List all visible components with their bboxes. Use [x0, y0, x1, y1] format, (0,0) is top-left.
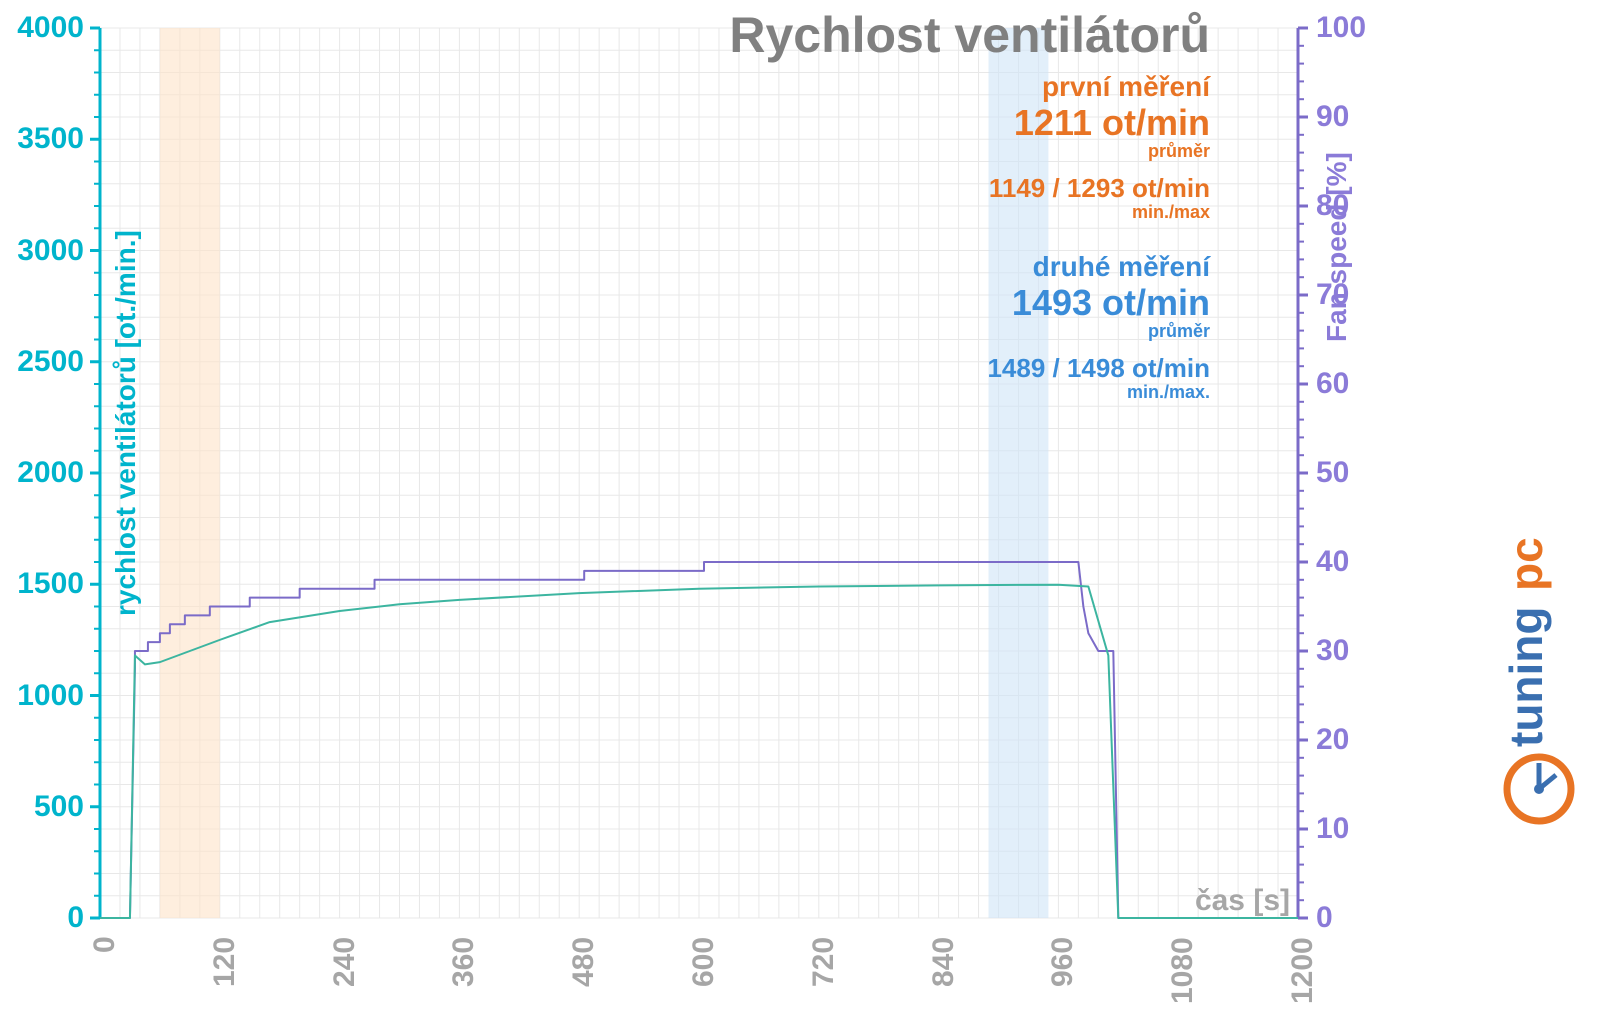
svg-text:tuning: tuning: [1500, 607, 1552, 748]
summary1-value: 1211 ot/min: [989, 103, 1210, 143]
summary2-value-sub: průměr: [987, 322, 1210, 342]
x-tick: 0: [90, 936, 120, 953]
x-tick: 120: [210, 937, 240, 987]
summary1-minmax-sub: min./max: [989, 203, 1210, 223]
y2-tick: 80: [1316, 191, 1349, 221]
summary2-minmax: 1489 / 1498 ot/min: [987, 354, 1210, 383]
x-tick: 480: [569, 937, 599, 987]
y1-tick: 1500: [17, 569, 84, 599]
y1-tick: 4000: [17, 13, 84, 43]
y2-tick: 40: [1316, 547, 1349, 577]
y2-tick: 60: [1316, 369, 1349, 399]
y2-tick: 70: [1316, 280, 1349, 310]
y1-axis-label: rychlost ventilátorů [ot./min.]: [112, 230, 140, 616]
x-tick: 1200: [1288, 937, 1318, 1004]
x-tick: 240: [330, 937, 360, 987]
summary1-value-sub: průměr: [989, 142, 1210, 162]
y1-tick: 2500: [17, 347, 84, 377]
y1-tick: 0: [67, 903, 84, 933]
y1-tick: 1000: [17, 681, 84, 711]
y1-tick: 3500: [17, 124, 84, 154]
summary1-minmax: 1149 / 1293 ot/min: [989, 174, 1210, 203]
chart: [0, 0, 1600, 1009]
x-tick: 1080: [1168, 937, 1198, 1004]
logo: tuning pc: [1494, 489, 1584, 834]
summary2-heading: druhé měření: [987, 252, 1210, 283]
summary-first-measurement: první měření 1211 ot/min průměr 1149 / 1…: [989, 72, 1210, 223]
x-tick: 360: [449, 937, 479, 987]
x-tick: 600: [689, 937, 719, 987]
y1-tick: 2000: [17, 458, 84, 488]
summary-second-measurement: druhé měření 1493 ot/min průměr 1489 / 1…: [987, 252, 1210, 403]
y2-tick: 20: [1316, 725, 1349, 755]
y2-tick: 30: [1316, 636, 1349, 666]
y2-tick: 50: [1316, 458, 1349, 488]
x-tick: 960: [1048, 937, 1078, 987]
y2-axis-label: Fan speed [%]: [1323, 152, 1351, 342]
x-tick: 720: [809, 937, 839, 987]
y2-tick: 90: [1316, 102, 1349, 132]
x-axis-label: čas [s]: [1195, 884, 1290, 917]
chart-title: Rychlost ventilátorů: [729, 10, 1210, 60]
y1-tick: 3000: [17, 236, 84, 266]
y2-tick: 0: [1316, 903, 1333, 933]
y1-tick: 500: [34, 792, 84, 822]
summary1-heading: první měření: [989, 72, 1210, 103]
svg-text:pc: pc: [1500, 537, 1552, 591]
y2-tick: 10: [1316, 814, 1349, 844]
x-tick: 840: [929, 937, 959, 987]
summary2-minmax-sub: min./max.: [987, 383, 1210, 403]
summary2-value: 1493 ot/min: [987, 283, 1210, 323]
y2-tick: 100: [1316, 13, 1366, 43]
